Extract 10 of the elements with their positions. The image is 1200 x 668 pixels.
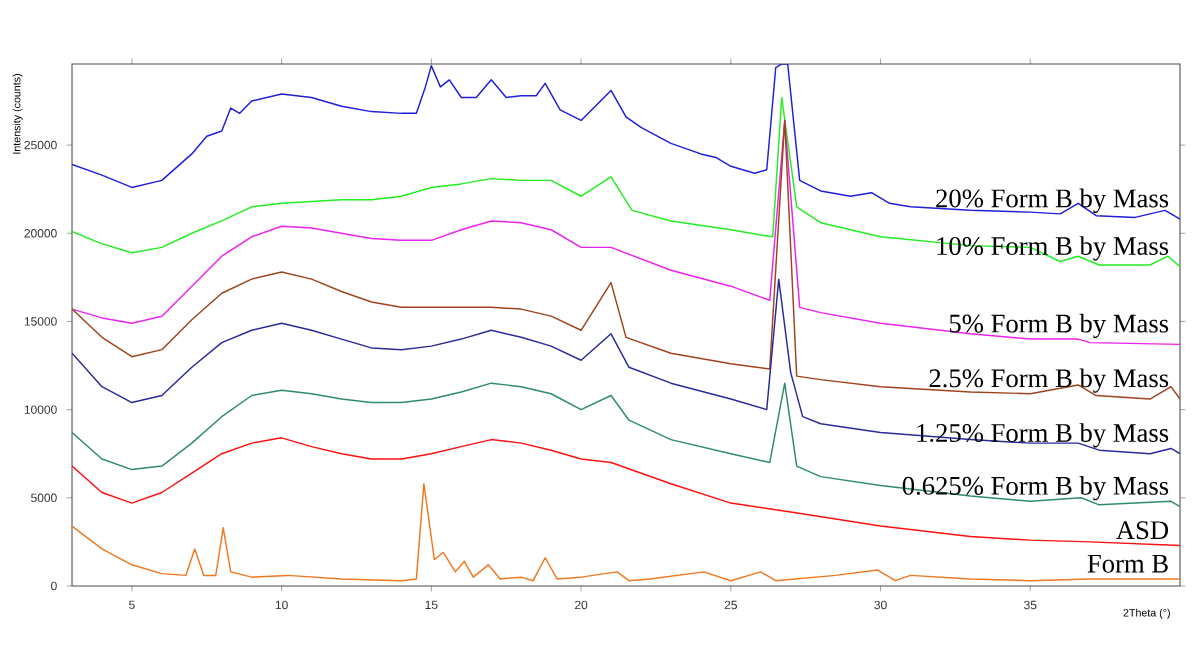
- line-series: [72, 278, 1180, 455]
- series-label: 2.5% Form B by Mass: [929, 368, 1169, 393]
- series-label: 5% Form B by Mass: [949, 313, 1169, 339]
- line-series: [72, 63, 1180, 220]
- series-label: ASD: [1116, 521, 1169, 540]
- series-label: 0.625% Form B by Mass: [902, 476, 1169, 501]
- line-series: [72, 96, 1180, 268]
- series-label: 1.25% Form B by Mass: [917, 423, 1169, 448]
- series-label: 20% Form B by Mass: [936, 188, 1169, 213]
- series-label: Form B: [1087, 554, 1168, 573]
